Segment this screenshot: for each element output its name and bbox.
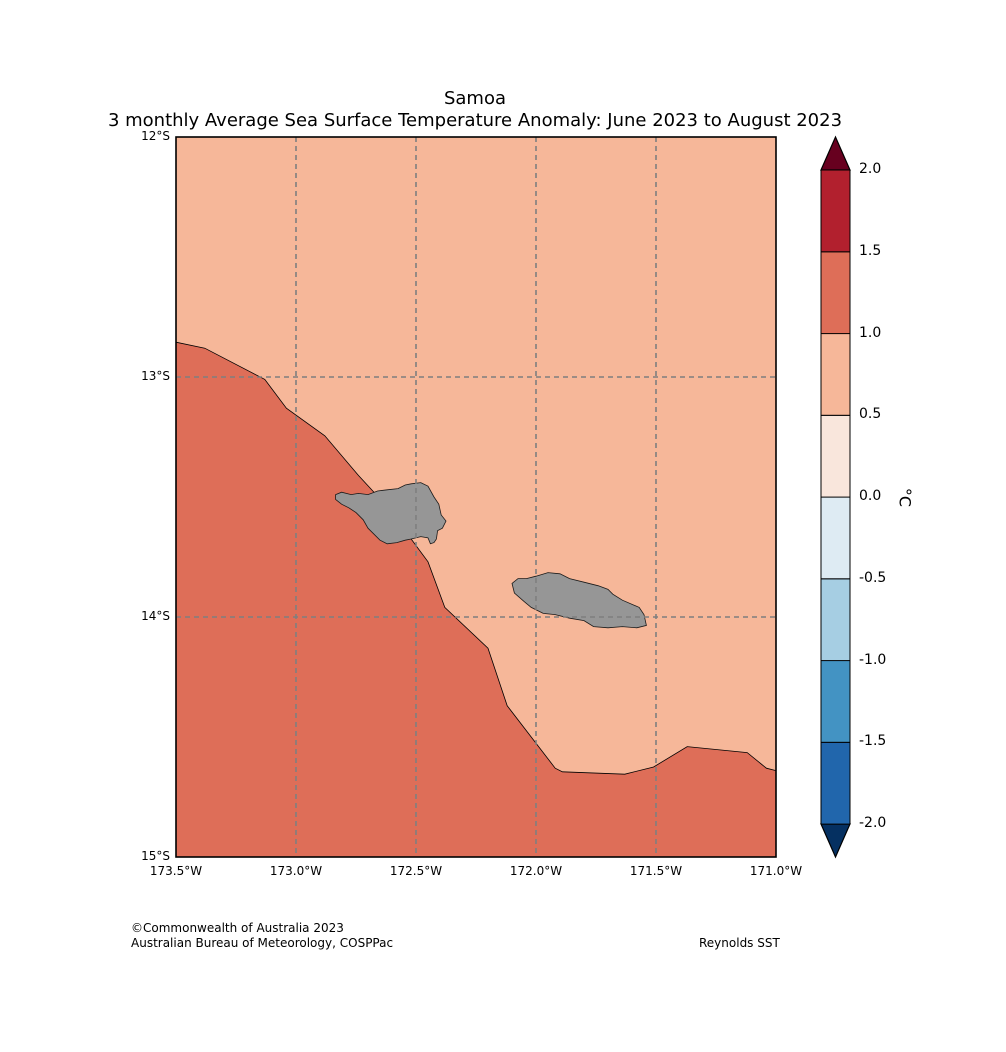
islands [335,482,647,629]
colorbar-segment [820,414,851,498]
colorbar-segment [820,578,851,662]
lon-tick-label: 172.5°W [389,864,443,878]
island-savaii [335,482,447,545]
colorbar-tick-label: -2.0 [859,815,887,831]
colorbar-unit-label: °C [895,487,915,508]
map-subtitle: 3 monthly Average Sea Surface Temperatur… [107,110,843,131]
colorbar-segment [820,169,851,253]
map-title: Samoa [443,88,507,109]
lat-tick-label: 14°S [141,609,170,623]
lat-tick-label: 12°S [141,129,170,143]
footer-agency: Australian Bureau of Meteorology, COSPPa… [131,936,394,950]
colorbar-extend-over [820,135,851,171]
colorbar-tick-label: 0.0 [859,488,882,504]
gridlines [176,137,776,857]
lat-tick-label: 13°S [141,369,170,383]
colorbar-segment [820,251,851,335]
colorbar-segment [820,660,851,743]
island-upolu [511,572,647,629]
lat-tick-label: 15°S [141,849,170,863]
plot-area [175,136,777,858]
colorbar-tick-label: 0.5 [859,406,882,423]
colorbar-tick-label: 2.0 [859,161,882,177]
colorbar [820,135,851,859]
colorbar-segment [820,333,851,416]
colorbar-tick-label: -1.0 [859,651,887,668]
contour-boundary-1.0 [175,341,777,775]
anomaly-region-1.0-1.5 [176,342,776,857]
lon-tick-label: 173.0°W [269,864,323,878]
lon-tick-label: 172.0°W [509,864,563,878]
colorbar-tick-label: -0.5 [859,569,887,586]
colorbar-segment [820,496,851,580]
footer-source: Reynolds SST [699,936,780,950]
map-frame [175,136,777,858]
colorbar-tick-label: 1.5 [859,242,882,259]
lon-tick-label: 171.0°W [749,864,803,878]
lon-tick-label: 173.5°W [149,864,203,878]
colorbar-tick-label: -1.5 [859,733,887,750]
footer-copyright: ©Commonwealth of Australia 2023 [131,921,344,935]
colorbar-segment [820,741,851,825]
lon-tick-label: 171.5°W [629,864,683,878]
colorbar-tick-label: 1.0 [859,324,882,341]
colorbar-extend-under [820,823,851,859]
